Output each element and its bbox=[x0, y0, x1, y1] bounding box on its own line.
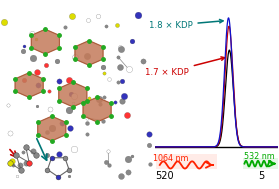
Polygon shape bbox=[15, 73, 43, 97]
Text: 1.8 × KDP: 1.8 × KDP bbox=[149, 19, 223, 30]
Text: 1.7 × KDP: 1.7 × KDP bbox=[145, 57, 225, 77]
Polygon shape bbox=[83, 97, 111, 122]
Polygon shape bbox=[38, 116, 66, 141]
Bar bbox=[156, 154, 217, 170]
Polygon shape bbox=[31, 29, 59, 54]
Text: 1064 nm: 1064 nm bbox=[153, 154, 189, 163]
Text: 532 nm: 532 nm bbox=[244, 152, 275, 161]
Polygon shape bbox=[75, 41, 103, 65]
Polygon shape bbox=[59, 82, 87, 107]
Bar bbox=[243, 158, 278, 170]
